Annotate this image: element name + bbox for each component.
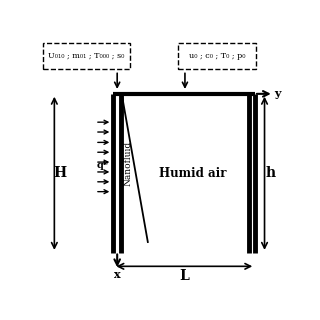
Text: qᵂ: qᵂ: [96, 161, 108, 170]
Text: H: H: [53, 166, 66, 180]
Text: Humid air: Humid air: [159, 167, 226, 180]
Text: Nanofluid: Nanofluid: [123, 141, 132, 186]
Text: h: h: [266, 166, 276, 180]
Text: x: x: [114, 269, 121, 280]
Text: L: L: [180, 269, 189, 283]
FancyBboxPatch shape: [43, 43, 130, 69]
Text: u₀ ; c₀ ; T₀ ; p₀: u₀ ; c₀ ; T₀ ; p₀: [189, 52, 245, 60]
Text: y: y: [274, 88, 281, 99]
FancyBboxPatch shape: [178, 43, 256, 69]
Text: U₀₁₀ ; m₀₁ ; T₀₀₀ ; s₀: U₀₁₀ ; m₀₁ ; T₀₀₀ ; s₀: [48, 52, 124, 60]
